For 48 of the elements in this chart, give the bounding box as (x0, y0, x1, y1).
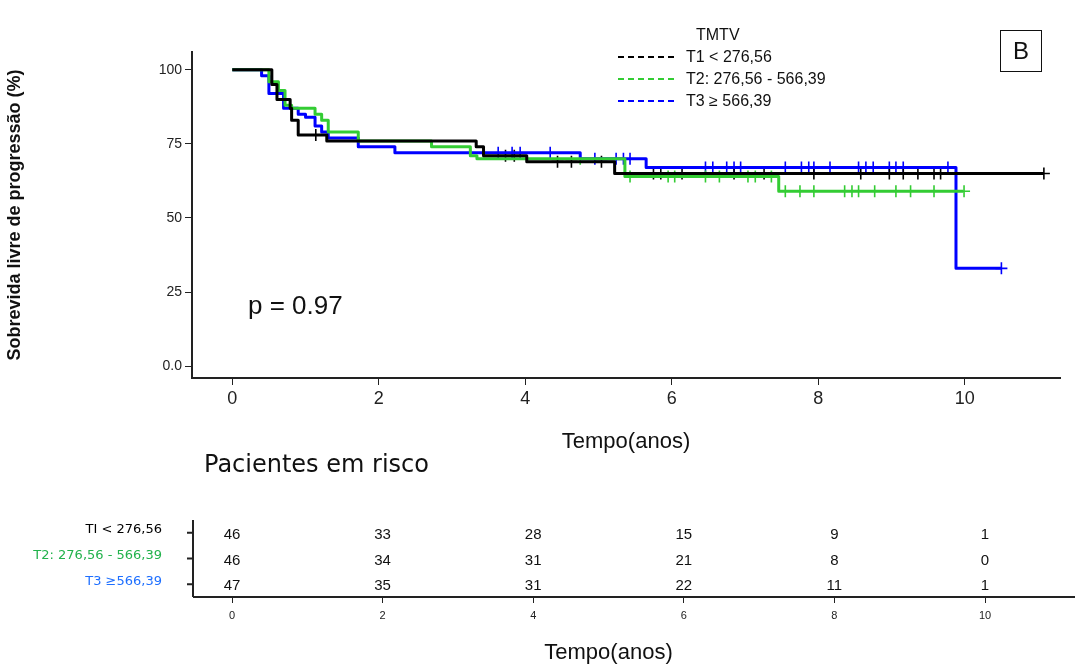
data-label: 35 (374, 576, 391, 594)
legend-label: T2: 276,56 - 566,39 (686, 70, 826, 88)
y-tick-label: 25 (166, 282, 183, 299)
data-label: 47 (223, 576, 241, 594)
x-tick-label: 10 (978, 608, 992, 621)
y-tick-label: 50 (166, 208, 183, 225)
y-axis-title: Sobrevida livre de progressão (%) (3, 69, 24, 361)
x-tick-label: 0 (227, 387, 238, 408)
data-label: 28 (524, 524, 542, 542)
data-label: 1 (980, 524, 990, 542)
y-tick-label: 75 (166, 134, 183, 151)
data-label: 46 (223, 550, 241, 568)
x-tick-label: 2 (379, 608, 386, 621)
data-label: 8 (830, 550, 839, 568)
data-label: 46 (223, 524, 241, 542)
data-label: 1 (980, 576, 990, 594)
data-label: 33 (374, 524, 391, 542)
data-label: 31 (524, 576, 542, 594)
data-label: 11 (826, 576, 843, 594)
y-tick-label: 0.0 (162, 357, 183, 373)
data-label: 21 (675, 550, 693, 568)
x-tick-label: 4 (530, 608, 537, 621)
data-label: 15 (675, 524, 693, 542)
y-tick-label: T3 ≥566,39 (84, 572, 162, 588)
x-tick-label: 8 (831, 608, 838, 621)
annotation: p = 0.97 (248, 290, 343, 321)
y-tick-label: TI < 276,56 (84, 521, 162, 537)
data-label: 34 (374, 550, 391, 568)
x-tick-label: 10 (954, 387, 975, 408)
x-tick-label: 6 (680, 608, 687, 621)
y-tick-label: 100 (158, 60, 183, 77)
x-tick-label: 0 (228, 608, 236, 621)
x-axis-title: Tempo(anos) (544, 638, 673, 664)
chart-title: Pacientes em risco (204, 450, 429, 478)
x-tick-label: 4 (520, 387, 531, 408)
data-label: 9 (830, 524, 839, 542)
data-label: 31 (524, 550, 542, 568)
legend-label: T1 < 276,56 (686, 48, 772, 66)
legend-title: TMTV (695, 26, 741, 45)
x-tick-label: 2 (373, 387, 384, 408)
annotation: B (1000, 30, 1043, 72)
x-tick-label: 6 (666, 387, 677, 408)
x-axis-title: Tempo(anos) (561, 427, 691, 453)
x-tick-label: 8 (813, 387, 824, 408)
data-label: 22 (675, 576, 693, 594)
legend-label: T3 ≥ 566,39 (686, 92, 772, 110)
data-label: 0 (980, 550, 990, 568)
y-tick-label: T2: 276,56 - 566,39 (32, 546, 162, 562)
